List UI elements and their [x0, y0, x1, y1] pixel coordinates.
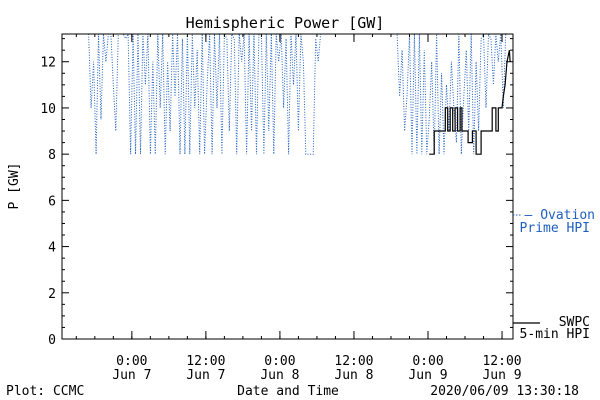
x-tick-label-date: Jun 7: [186, 368, 225, 383]
x-tick-label-time: 12:00: [334, 354, 373, 369]
x-tick-label-time: 0:00: [264, 354, 295, 369]
footer-right: 2020/06/09 13:30:18: [430, 384, 579, 399]
y-tick-label-8: 8: [48, 148, 56, 163]
legend-ovation-line2: Prime HPI: [520, 221, 590, 236]
chart-title: Hemispheric Power [GW]: [186, 14, 385, 32]
footer-left: Plot: CCMC: [6, 384, 84, 399]
y-tick-label-2: 2: [48, 287, 56, 302]
x-tick-label-time: 12:00: [482, 354, 521, 369]
y-tick-label-10: 10: [40, 102, 56, 117]
legend-swpc-line2: 5-min HPI: [520, 327, 590, 342]
legend-ovation-line1: — Ovation: [525, 208, 595, 223]
x-tick-label-time: 12:00: [186, 354, 225, 369]
x-tick-label-date: Jun 8: [334, 368, 373, 383]
x-tick-label-date: Jun 9: [408, 368, 447, 383]
x-axis-label: Date and Time: [237, 384, 339, 399]
x-tick-label-date: Jun 8: [260, 368, 299, 383]
x-tick-label-date: Jun 7: [112, 368, 151, 383]
y-tick-label-0: 0: [48, 333, 56, 348]
series-swpc-5min-hpi: [429, 50, 511, 155]
y-tick-label-4: 4: [48, 241, 56, 256]
y-axis-label: P [GW]: [7, 163, 22, 210]
x-tick-label-time: 0:00: [116, 354, 147, 369]
legend-swpc-line1: SWPC: [559, 315, 590, 330]
x-tick-label-time: 0:00: [412, 354, 443, 369]
y-tick-label-12: 12: [40, 56, 56, 71]
plot-frame: [61, 33, 514, 340]
y-tick-label-6: 6: [48, 194, 56, 209]
legend: — Ovation Prime HPI SWPC 5-min HPI: [513, 208, 595, 342]
series-ovation-prime-hpi: [88, 34, 511, 155]
x-tick-label-date: Jun 9: [482, 368, 521, 383]
